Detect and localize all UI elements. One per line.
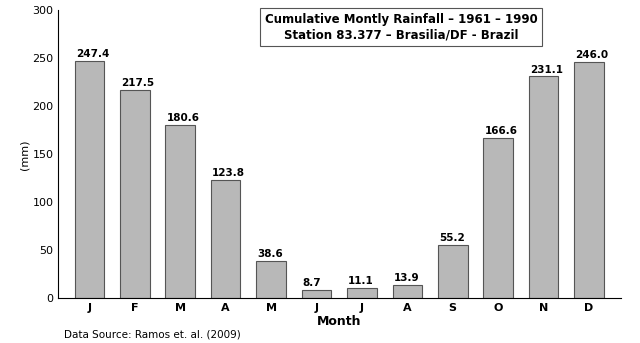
Text: 246.0: 246.0 (575, 50, 609, 60)
Text: 13.9: 13.9 (394, 273, 419, 283)
Y-axis label: (mm): (mm) (20, 139, 29, 169)
Text: 231.1: 231.1 (530, 64, 563, 74)
Text: 11.1: 11.1 (348, 276, 374, 286)
Bar (483, 139, 513, 298)
Text: 247.4: 247.4 (76, 49, 109, 59)
Bar (120, 90, 150, 298)
X-axis label: Month: Month (317, 315, 362, 328)
Bar (574, 62, 604, 298)
Bar (256, 261, 286, 298)
Bar (75, 61, 104, 298)
Text: Data Source: Ramos et. al. (2009): Data Source: Ramos et. al. (2009) (64, 330, 241, 340)
Text: 166.6: 166.6 (484, 127, 518, 137)
Bar (301, 290, 332, 298)
Bar (529, 76, 558, 298)
Text: Cumulative Montly Rainfall – 1961 – 1990
Station 83.377 – Brasilia/DF - Brazil: Cumulative Montly Rainfall – 1961 – 1990… (265, 13, 538, 41)
Text: 55.2: 55.2 (439, 234, 465, 244)
Text: 38.6: 38.6 (257, 249, 283, 259)
Bar (166, 125, 195, 298)
Text: 123.8: 123.8 (212, 168, 245, 178)
Bar (347, 288, 377, 298)
Text: 217.5: 217.5 (121, 78, 154, 87)
Text: 8.7: 8.7 (303, 278, 321, 288)
Bar (392, 285, 422, 298)
Bar (438, 245, 467, 298)
Bar (211, 179, 241, 298)
Text: 180.6: 180.6 (166, 113, 200, 123)
